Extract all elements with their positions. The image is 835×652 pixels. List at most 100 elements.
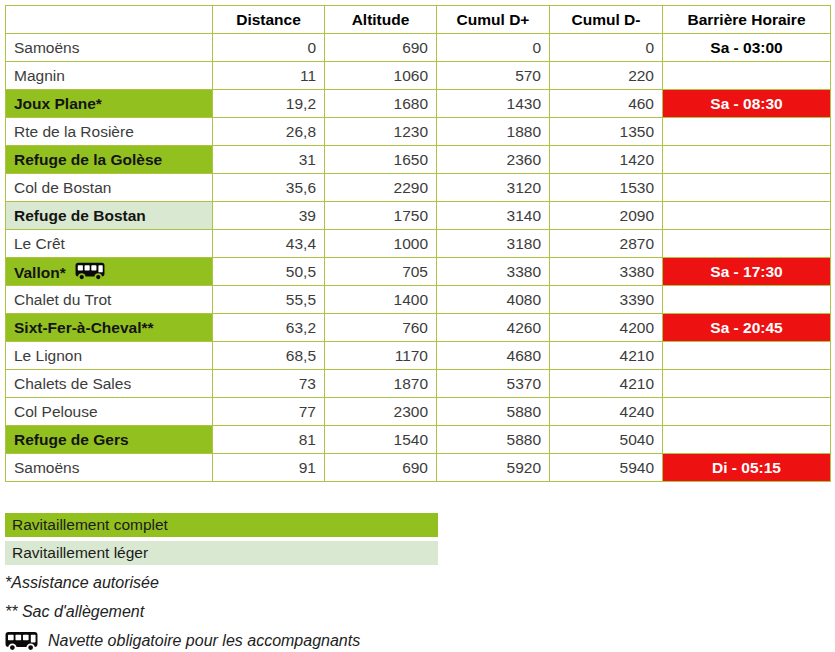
table-row: Refuge de Bostan 39 1750 3140 2090 — [6, 202, 831, 230]
table-row: Chalets de Sales 73 1870 5370 4210 — [6, 370, 831, 398]
legend-ravitaillement-leger: Ravitaillement léger — [5, 541, 438, 565]
cumul-dplus-cell: 5370 — [437, 370, 550, 398]
checkpoint-name: Chalets de Sales — [14, 375, 131, 392]
cumul-dminus-cell: 4200 — [550, 314, 663, 342]
cumul-dplus-cell: 5920 — [437, 454, 550, 482]
checkpoint-name: Samoëns — [14, 39, 79, 56]
note-navette: Navette obligatoire pour les accompagnan… — [5, 627, 835, 652]
note-assistance-text: *Assistance autorisée — [5, 569, 159, 597]
table-row: Refuge de Gers 81 1540 5880 5040 — [6, 426, 831, 454]
header-distance: Distance — [213, 6, 325, 34]
checkpoint-name-cell: Chalets de Sales — [6, 370, 213, 398]
barrier-cell — [663, 370, 831, 398]
altitude-cell: 2290 — [325, 174, 437, 202]
cumul-dplus-cell: 570 — [437, 62, 550, 90]
distance-cell: 0 — [213, 34, 325, 62]
cumul-dminus-cell: 0 — [550, 34, 663, 62]
note-assistance: *Assistance autorisée — [5, 569, 835, 597]
barrier-cell: Di - 05:15 — [663, 454, 831, 482]
barrier-cell — [663, 398, 831, 426]
note-sac-allegement: ** Sac d'allègement — [5, 598, 835, 626]
checkpoint-name-cell: Samoëns — [6, 454, 213, 482]
distance-cell: 35,6 — [213, 174, 325, 202]
distance-cell: 81 — [213, 426, 325, 454]
checkpoint-name-cell: Refuge de Bostan — [6, 202, 213, 230]
cumul-dplus-cell: 4680 — [437, 342, 550, 370]
checkpoint-name: Refuge de Bostan — [14, 207, 146, 224]
note-navette-text: Navette obligatoire pour les accompagnan… — [48, 627, 360, 652]
header-barriere-horaire: Barrière Horaire — [663, 6, 831, 34]
cumul-dminus-cell: 220 — [550, 62, 663, 90]
altitude-cell: 1060 — [325, 62, 437, 90]
distance-cell: 91 — [213, 454, 325, 482]
cumul-dplus-cell: 1430 — [437, 90, 550, 118]
table-row: Le Crêt 43,4 1000 3180 2870 — [6, 230, 831, 258]
cumul-dplus-cell: 5880 — [437, 426, 550, 454]
barrier-cell — [663, 202, 831, 230]
table-row: Col Pelouse 77 2300 5880 4240 — [6, 398, 831, 426]
checkpoint-name: Le Lignon — [14, 347, 82, 364]
checkpoint-name-cell: Sixt-Fer-à-Cheval** — [6, 314, 213, 342]
checkpoint-name-cell: Samoëns — [6, 34, 213, 62]
cumul-dminus-cell: 1420 — [550, 146, 663, 174]
altitude-cell: 690 — [325, 34, 437, 62]
altitude-cell: 1750 — [325, 202, 437, 230]
legend-ravitaillement-complet: Ravitaillement complet — [5, 513, 438, 537]
table-row: Col de Bostan 35,6 2290 3120 1530 — [6, 174, 831, 202]
table-row: Sixt-Fer-à-Cheval** 63,2 760 4260 4200 S… — [6, 314, 831, 342]
altitude-cell: 1400 — [325, 286, 437, 314]
cumul-dminus-cell: 3380 — [550, 258, 663, 286]
cumul-dplus-cell: 3180 — [437, 230, 550, 258]
course-table-body: Samoëns 0 690 0 0 Sa - 03:00 Magnin 11 1… — [6, 34, 831, 482]
barrier-cell — [663, 118, 831, 146]
note-sac-allegement-text: ** Sac d'allègement — [5, 598, 144, 626]
distance-cell: 19,2 — [213, 90, 325, 118]
distance-cell: 68,5 — [213, 342, 325, 370]
altitude-cell: 705 — [325, 258, 437, 286]
table-row: Samoëns 91 690 5920 5940 Di - 05:15 — [6, 454, 831, 482]
altitude-cell: 1680 — [325, 90, 437, 118]
cumul-dminus-cell: 5940 — [550, 454, 663, 482]
cumul-dminus-cell: 2090 — [550, 202, 663, 230]
altitude-cell: 1870 — [325, 370, 437, 398]
distance-cell: 63,2 — [213, 314, 325, 342]
barrier-cell — [663, 230, 831, 258]
header-altitude: Altitude — [325, 6, 437, 34]
distance-cell: 39 — [213, 202, 325, 230]
cumul-dplus-cell: 5880 — [437, 398, 550, 426]
table-row: Joux Plane* 19,2 1680 1430 460 Sa - 08:3… — [6, 90, 831, 118]
checkpoint-name: Refuge de Gers — [14, 431, 129, 448]
barrier-cell: Sa - 08:30 — [663, 90, 831, 118]
barrier-cell — [663, 342, 831, 370]
checkpoint-name: Joux Plane* — [14, 95, 102, 112]
distance-cell: 11 — [213, 62, 325, 90]
cumul-dplus-cell: 3140 — [437, 202, 550, 230]
table-row: Rte de la Rosière 26,8 1230 1880 1350 — [6, 118, 831, 146]
altitude-cell: 690 — [325, 454, 437, 482]
barrier-cell — [663, 146, 831, 174]
checkpoint-name: Samoëns — [14, 459, 79, 476]
checkpoint-name-cell: Magnin — [6, 62, 213, 90]
cumul-dplus-cell: 4080 — [437, 286, 550, 314]
header-checkpoint — [6, 6, 213, 34]
checkpoint-name: Col Pelouse — [14, 403, 98, 420]
checkpoint-name-cell: Rte de la Rosière — [6, 118, 213, 146]
cumul-dminus-cell: 460 — [550, 90, 663, 118]
cumul-dplus-cell: 0 — [437, 34, 550, 62]
bus-icon — [5, 631, 38, 652]
table-row: Magnin 11 1060 570 220 — [6, 62, 831, 90]
altitude-cell: 1650 — [325, 146, 437, 174]
checkpoint-name: Chalet du Trot — [14, 291, 111, 308]
header-row: Distance Altitude Cumul D+ Cumul D- Barr… — [6, 6, 831, 34]
checkpoint-name-cell: Chalet du Trot — [6, 286, 213, 314]
checkpoint-name-cell: Col Pelouse — [6, 398, 213, 426]
barrier-cell — [663, 286, 831, 314]
checkpoint-name: Col de Bostan — [14, 179, 111, 196]
cumul-dminus-cell: 5040 — [550, 426, 663, 454]
checkpoint-name: Magnin — [14, 67, 65, 84]
table-row: Chalet du Trot 55,5 1400 4080 3390 — [6, 286, 831, 314]
distance-cell: 26,8 — [213, 118, 325, 146]
distance-cell: 31 — [213, 146, 325, 174]
barrier-cell — [663, 62, 831, 90]
distance-cell: 55,5 — [213, 286, 325, 314]
